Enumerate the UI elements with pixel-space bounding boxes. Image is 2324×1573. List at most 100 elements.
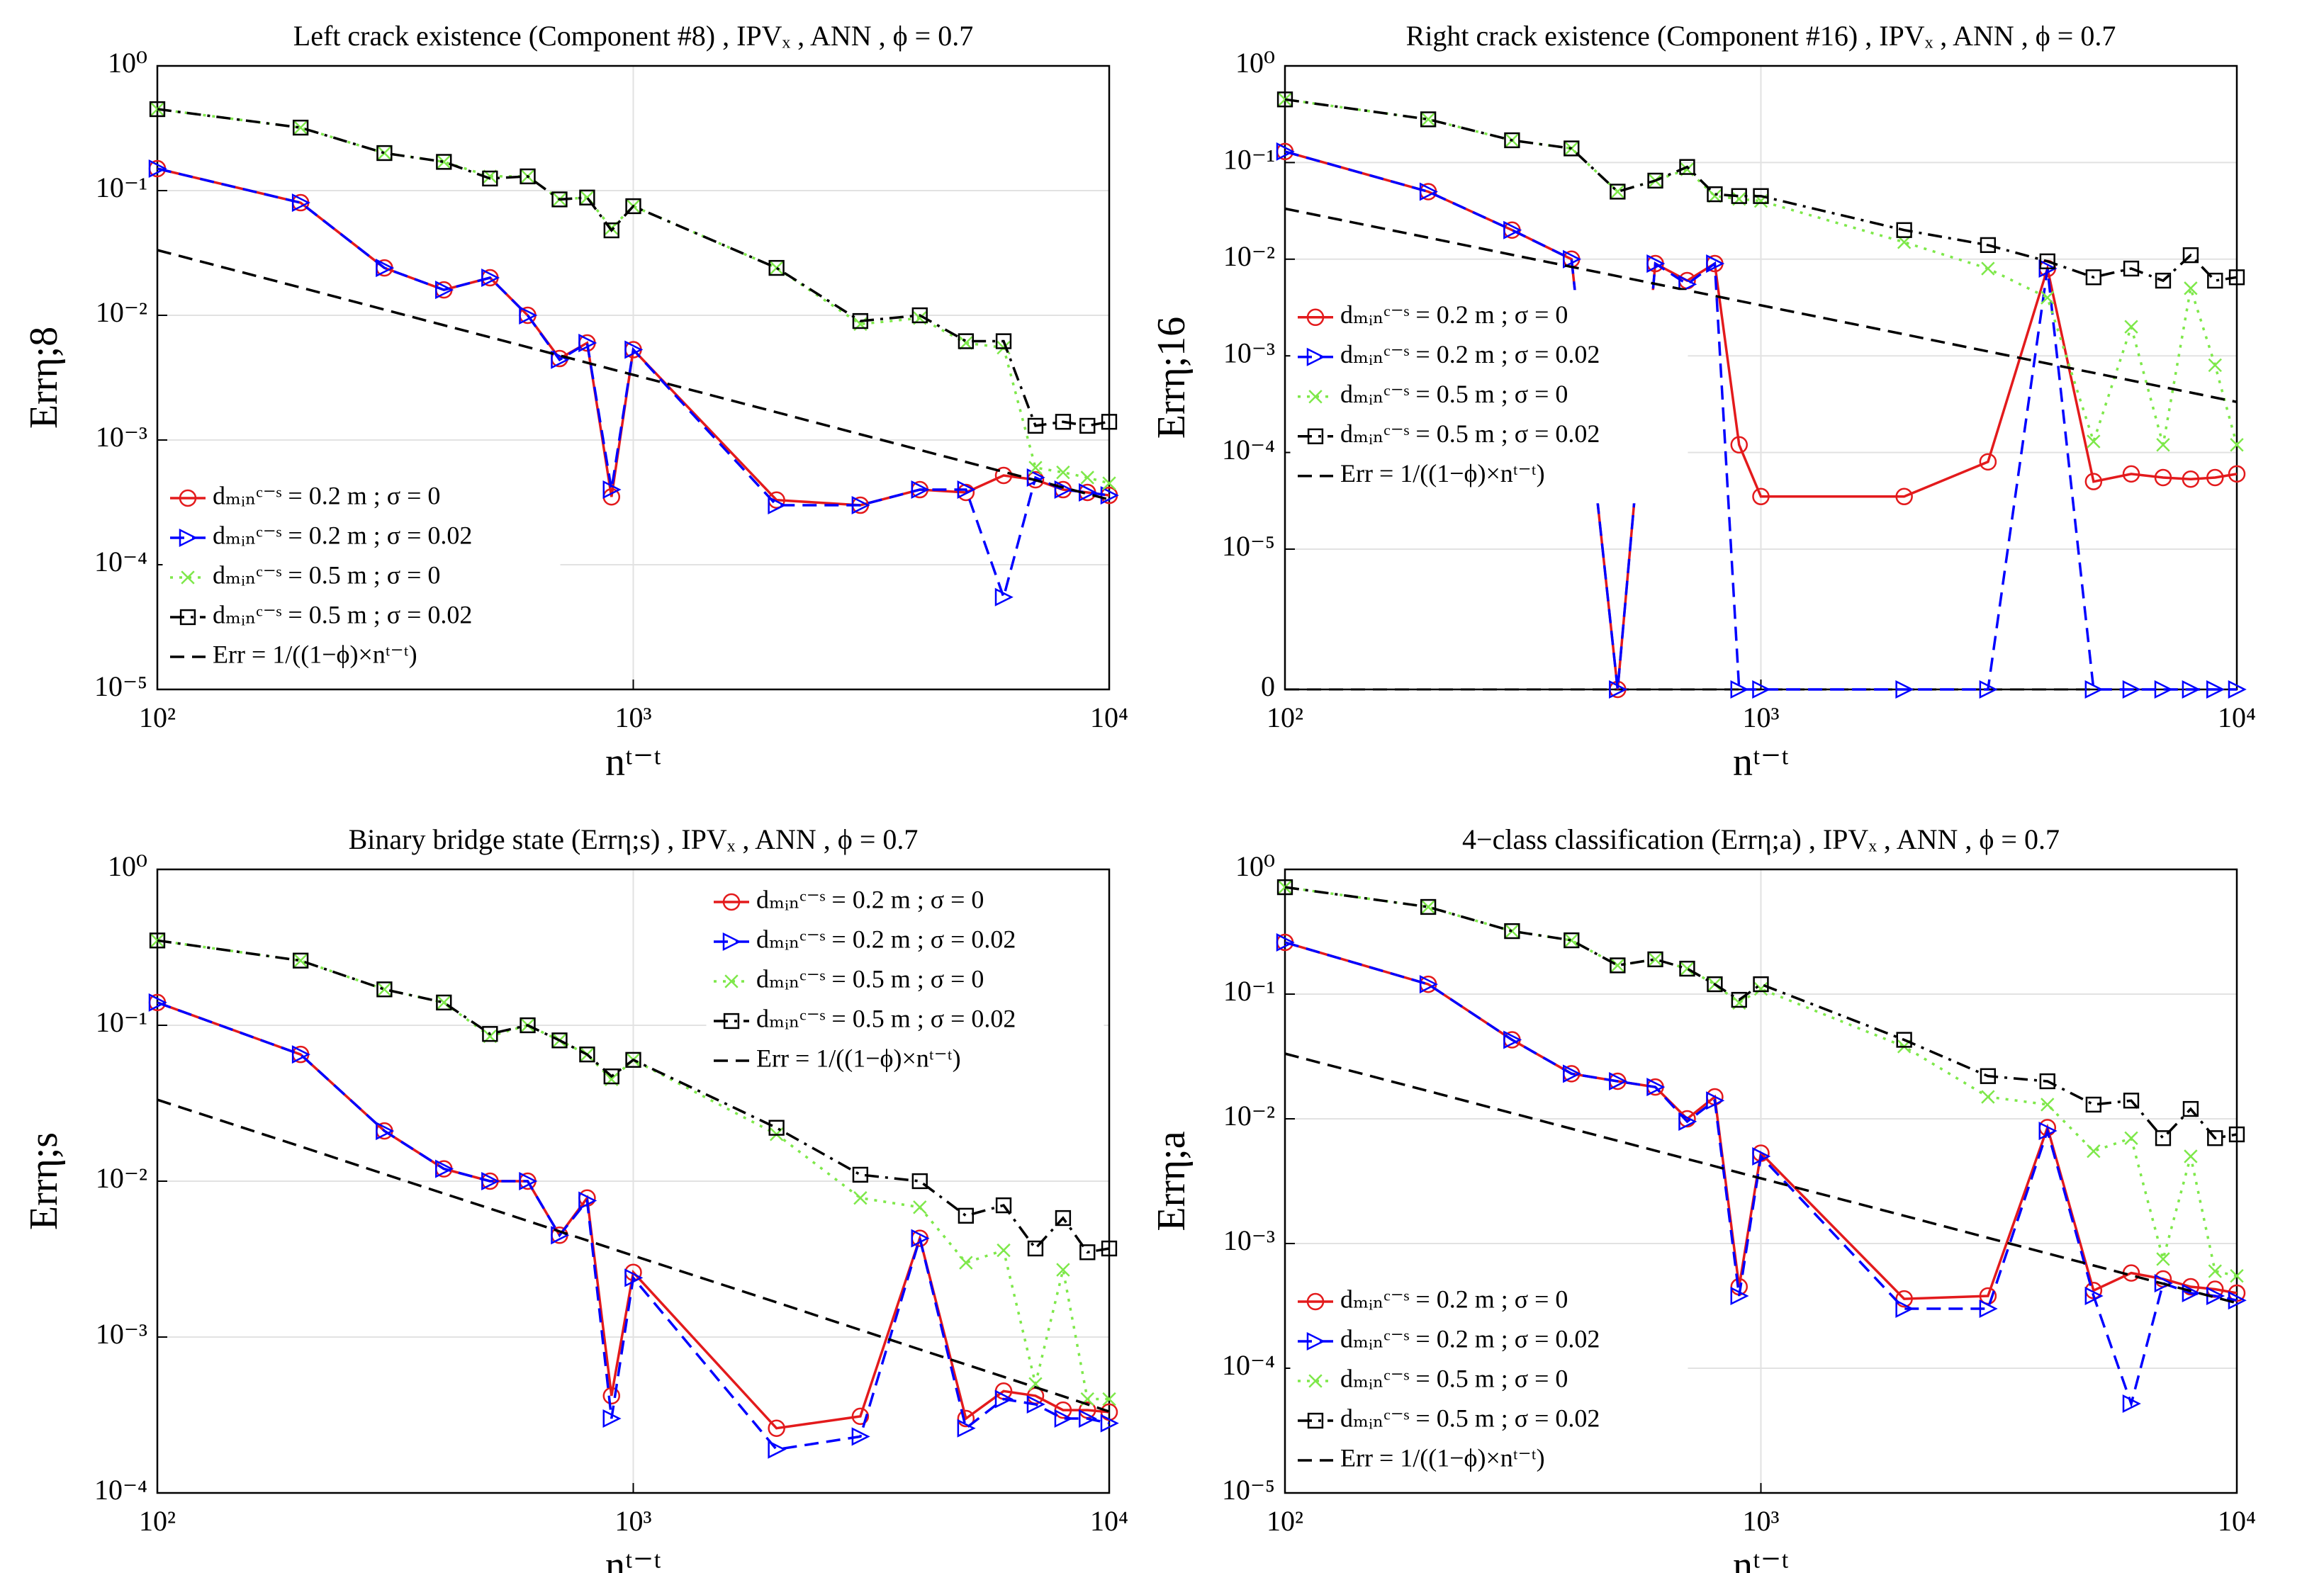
y-tick-label: 10⁻⁴ (94, 1474, 147, 1506)
marker (1752, 680, 1771, 699)
marker (293, 954, 308, 968)
marker (520, 168, 536, 185)
marker (2182, 470, 2200, 488)
y-tick-label: 10⁻³ (1223, 1224, 1275, 1256)
marker (1897, 235, 1912, 249)
marker (376, 259, 395, 278)
marker (1563, 249, 1582, 269)
legend-marker (179, 528, 198, 548)
marker (1419, 975, 1438, 994)
marker (1505, 924, 1520, 938)
legend-marker (1306, 308, 1325, 327)
legend-label: dₘᵢₙᶜ⁻ˢ = 0.5 m ; σ = 0.02 (1340, 1404, 1600, 1432)
y-tick-label: 10⁻⁵ (1222, 1474, 1275, 1506)
marker (1420, 111, 1437, 128)
marker (911, 1173, 928, 1190)
marker (2208, 1264, 2222, 1278)
marker (1609, 1071, 1628, 1091)
legend-marker (723, 1013, 740, 1030)
legend-marker (722, 932, 741, 952)
marker (602, 1409, 622, 1428)
series-line (157, 108, 1110, 427)
marker (1054, 480, 1073, 500)
marker (1101, 1240, 1118, 1257)
y-tick-label: 10⁻² (96, 1162, 147, 1194)
marker (2087, 434, 2101, 449)
legend-label: dₘᵢₙᶜ⁻ˢ = 0.2 m ; σ = 0 (756, 885, 984, 913)
marker (1079, 1409, 1098, 1428)
marker (1730, 680, 1749, 699)
marker (913, 1200, 927, 1214)
marker (625, 1052, 641, 1068)
marker (2123, 1093, 2140, 1109)
marker (1054, 1409, 1073, 1428)
marker (1753, 188, 1769, 204)
marker (1610, 958, 1625, 973)
marker (853, 1191, 868, 1205)
marker (2039, 1073, 2055, 1090)
legend-label: dₘᵢₙᶜ⁻ˢ = 0.5 m ; σ = 0 (756, 964, 984, 993)
marker (602, 480, 622, 500)
marker (1731, 188, 1747, 204)
series-line (1284, 150, 2238, 690)
marker (1981, 1090, 1995, 1104)
marker (768, 1120, 785, 1136)
marker (579, 189, 595, 205)
legend-marker (1307, 428, 1324, 444)
legend-marker (1308, 390, 1323, 404)
y-tick-label: 10⁻³ (96, 1318, 147, 1350)
legend-label: dₘᵢₙᶜ⁻ˢ = 0.5 m ; σ = 0 (1340, 1364, 1568, 1392)
marker (1564, 933, 1578, 947)
marker (1706, 1091, 1725, 1110)
marker (579, 1047, 595, 1063)
legend-label: dₘᵢₙᶜ⁻ˢ = 0.5 m ; σ = 0.02 (213, 600, 472, 628)
legend-label: Err = 1/((1−ϕ)×nᵗ⁻ᵗ) (756, 1044, 961, 1072)
marker (959, 336, 973, 350)
marker (376, 981, 393, 998)
marker (377, 146, 392, 160)
marker (1028, 461, 1043, 475)
x-tick-label: 10³ (1743, 1505, 1780, 1537)
marker (994, 587, 1014, 607)
marker (2154, 680, 2173, 699)
marker (1419, 182, 1438, 201)
legend-marker (181, 570, 195, 585)
chart-panel: 10⁻⁴ 10⁻³ 10⁻² 10⁻¹ 10⁰ 10² 10³ 10⁴ Binary bridg… (22, 823, 1128, 1573)
x-tick-label: 10² (1267, 701, 1303, 733)
x-tick-label: 10³ (615, 1505, 652, 1537)
marker (2154, 468, 2172, 487)
marker (1564, 140, 1580, 157)
x-axis-label: nᵗ⁻ᵗ (1733, 740, 1789, 784)
x-tick-label: 10⁴ (2218, 701, 2256, 733)
x-tick-label: 10⁴ (2218, 1505, 2256, 1537)
marker (2039, 253, 2055, 269)
legend-label: dₘᵢₙᶜ⁻ˢ = 0.5 m ; σ = 0.02 (756, 1004, 1016, 1032)
marker (2182, 680, 2201, 699)
series-line (1284, 98, 2238, 283)
marker (2122, 465, 2140, 483)
marker (768, 1419, 785, 1437)
legend-marker (724, 974, 739, 988)
marker (291, 1045, 310, 1064)
marker (293, 120, 308, 135)
marker (851, 1427, 870, 1446)
y-tick-label: 10⁻¹ (96, 1006, 147, 1038)
chart-panel: 10⁻⁵ 10⁻⁴ 10⁻³ 10⁻² 10⁻¹ 10⁰ 10² 10³ 10⁴ Left cra… (22, 20, 1128, 784)
marker (1981, 261, 1995, 276)
legend-box (706, 874, 1104, 1088)
marker (2228, 269, 2245, 286)
marker (957, 1419, 976, 1438)
marker (2207, 1130, 2223, 1146)
marker (624, 1268, 644, 1287)
legend-marker (1308, 1374, 1323, 1388)
marker (148, 159, 167, 179)
marker (292, 119, 309, 136)
marker (149, 101, 166, 118)
marker (1679, 159, 1695, 175)
marker (436, 994, 452, 1011)
marker (1276, 879, 1293, 896)
marker (995, 1197, 1012, 1214)
marker (2122, 680, 2141, 699)
x-tick-label: 10² (1267, 1505, 1303, 1537)
y-tick-label: 10⁻⁵ (1222, 530, 1275, 562)
